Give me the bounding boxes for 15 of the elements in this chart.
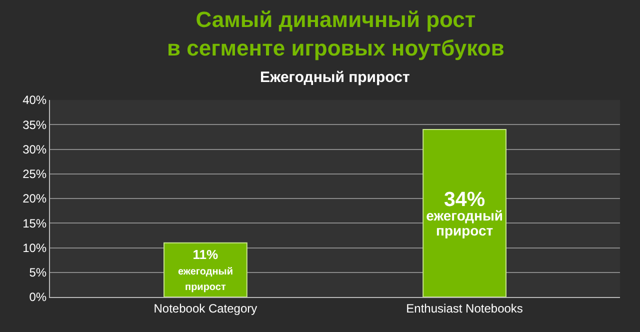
data-label: 34% ежегодный прирост xyxy=(426,188,503,238)
y-tick-label: 10% xyxy=(22,240,47,255)
y-tick-label: 0% xyxy=(29,290,47,304)
y-tick-label: 35% xyxy=(22,118,47,132)
x-tick-label: Notebook Category xyxy=(154,301,258,316)
chart-subtitle: Ежегодный прирост xyxy=(260,69,410,86)
y-tick-label: 40% xyxy=(22,93,47,108)
y-tick-label: 5% xyxy=(29,266,47,280)
y-tick-label: 20% xyxy=(22,192,47,206)
x-tick-label: Enthusiast Notebooks xyxy=(406,301,523,316)
data-label: 11% ежегодный прирост xyxy=(178,246,233,294)
y-tick-label: 15% xyxy=(22,216,47,230)
y-tick-label: 25% xyxy=(22,167,47,182)
y-tick-label: 30% xyxy=(22,142,47,156)
chart-title: Самый динамичный рост в сегменте игровых ноутбуков xyxy=(167,7,504,61)
